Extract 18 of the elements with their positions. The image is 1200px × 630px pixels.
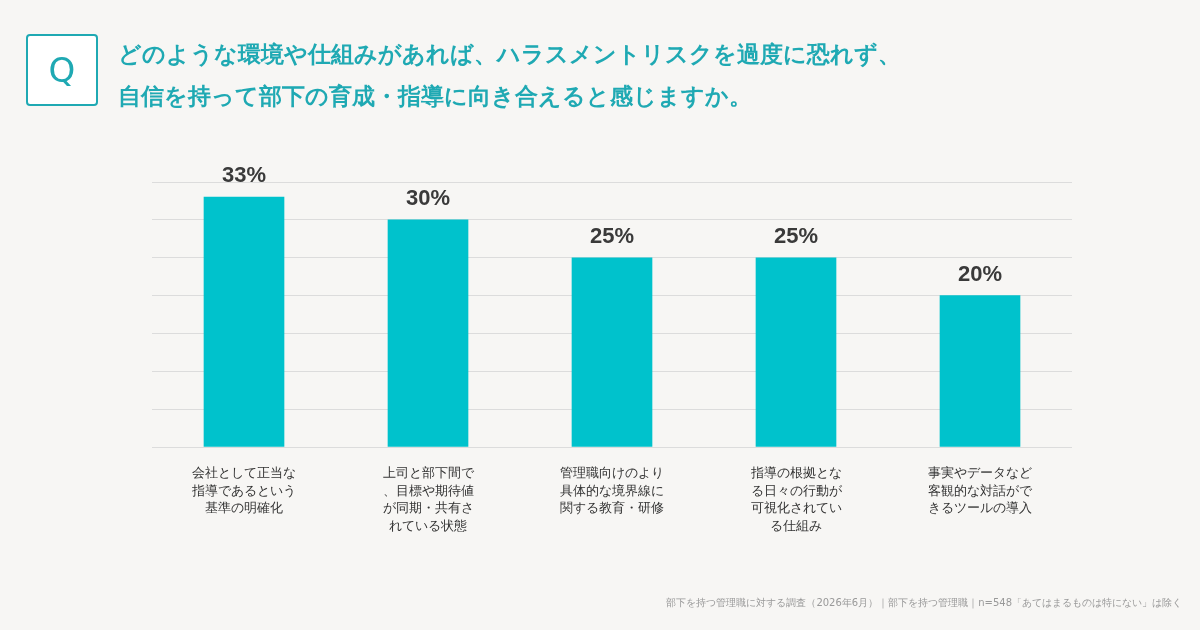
x-tick-label: 上司と部下間で、目標や期待値が同期・共有されている状態 — [382, 465, 475, 533]
x-tick-label: 事実やデータなど客観的な対話ができるツールの導入 — [928, 465, 1033, 516]
text: 部下を持つ管理職に対する調査（2026年6月）｜部下を持つ管理職｜n=548「あてはまるものは特にない」は除く — [666, 596, 1182, 610]
x-tick-label: 指導の根拠となる日々の行動が可視化されている仕組み — [749, 465, 843, 533]
chart-title: どのような環境や仕組みがあれば、ハラスメントリスクを過度に恐れず、自信を持って部下の育成・指導に向き合えると感じますか。 — [118, 40, 902, 111]
data-label: 30% — [405, 184, 451, 210]
bar — [755, 257, 837, 447]
bar — [939, 295, 1021, 447]
data-label: 25% — [589, 222, 635, 248]
bar — [387, 219, 469, 447]
bar — [203, 196, 285, 447]
data-label: 25% — [773, 222, 819, 248]
q-badge: Q — [26, 34, 98, 106]
data-label: 33% — [221, 162, 267, 188]
x-tick-label: 管理職向けのより具体的な境界線に関する教育・研修 — [560, 465, 664, 516]
bar — [571, 257, 653, 447]
x-tick-label: 会社として正当な指導であるという基準の明確化 — [191, 465, 296, 516]
data-label: 20% — [957, 260, 1003, 286]
